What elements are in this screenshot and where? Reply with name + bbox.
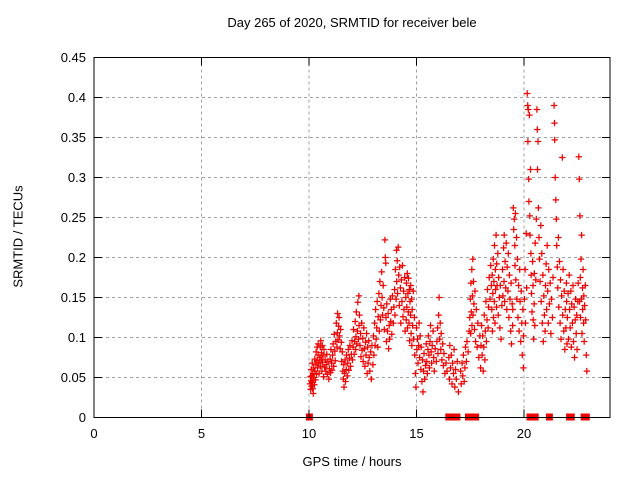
- chart-title: Day 265 of 2020, SRMTID for receiver bel…: [227, 15, 477, 30]
- y-tick-label: 0.15: [60, 289, 86, 305]
- y-tick-label: 0.2: [67, 249, 86, 265]
- axis-tick-marks: [93, 57, 610, 418]
- y-tick-label: 0.3: [67, 169, 86, 185]
- x-tick-label: 0: [90, 426, 98, 441]
- x-tick-label: 5: [197, 426, 206, 441]
- y-tick-label: 0.25: [60, 209, 86, 225]
- y-tick-label: 0.05: [60, 369, 86, 385]
- x-tick-label: 10: [301, 426, 317, 441]
- y-tick-label: 0: [78, 409, 86, 425]
- y-tick-label: 0.1: [67, 329, 86, 345]
- y-tick-label: 0.35: [60, 129, 86, 145]
- y-tick-label: 0.4: [67, 89, 86, 105]
- data-point-markers: [306, 90, 590, 397]
- x-tick-label: 20: [516, 426, 532, 441]
- x-axis-label: GPS time / hours: [302, 454, 402, 469]
- plot-border: [93, 57, 611, 418]
- gridlines: [94, 57, 610, 418]
- x-tick-label: 15: [409, 426, 424, 441]
- y-tick-label: 0.45: [60, 49, 86, 65]
